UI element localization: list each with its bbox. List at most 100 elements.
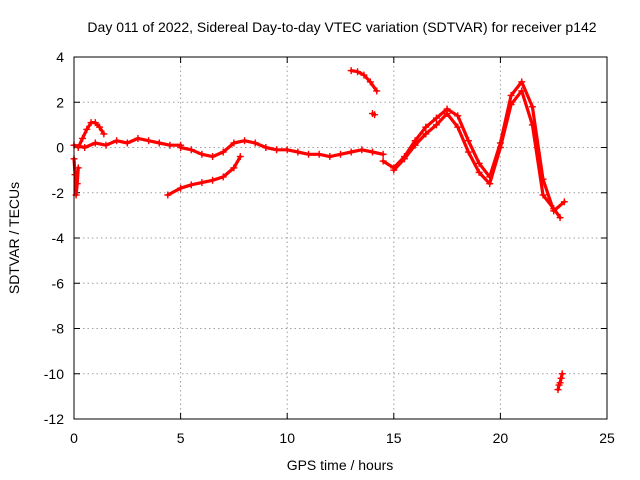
data-point bbox=[368, 148, 376, 156]
data-point bbox=[560, 198, 568, 206]
data-point bbox=[507, 91, 515, 99]
data-point bbox=[373, 87, 381, 95]
data-point bbox=[347, 67, 355, 75]
series-low-arc bbox=[164, 153, 244, 199]
data-point bbox=[432, 114, 440, 122]
data-point bbox=[155, 139, 163, 147]
data-point bbox=[177, 184, 185, 192]
data-point bbox=[315, 150, 323, 158]
data-point bbox=[550, 205, 558, 213]
data-point bbox=[236, 153, 244, 161]
data-point bbox=[283, 146, 291, 154]
axis-ticks: 0 5 10 15 20 25 -12 -10 -8 -6 -4 -2 0 2 4 bbox=[44, 49, 615, 446]
data-point bbox=[454, 123, 462, 131]
x-tick-label: 25 bbox=[599, 430, 615, 446]
series-early-baseline bbox=[70, 134, 185, 151]
data-point bbox=[390, 166, 398, 174]
data-point bbox=[400, 155, 408, 163]
x-tick-label: 0 bbox=[70, 430, 78, 446]
data-point bbox=[273, 146, 281, 154]
data-point bbox=[102, 141, 110, 149]
grid bbox=[74, 57, 607, 419]
data-point bbox=[539, 191, 547, 199]
data-point bbox=[556, 214, 564, 222]
data-point bbox=[379, 157, 387, 165]
data-point bbox=[326, 153, 334, 161]
data-point bbox=[187, 146, 195, 154]
data-point bbox=[145, 137, 153, 145]
data-point bbox=[294, 148, 302, 156]
data-point bbox=[422, 123, 430, 131]
y-axis-label: SDTVAR / TECUs bbox=[6, 182, 22, 294]
series-early-arc bbox=[74, 119, 108, 151]
data-point bbox=[518, 78, 526, 86]
data-point bbox=[432, 121, 440, 129]
series-high-fragment bbox=[368, 110, 379, 119]
series-trace bbox=[179, 139, 385, 159]
data-point bbox=[366, 78, 374, 86]
data-point bbox=[347, 148, 355, 156]
data-point bbox=[454, 112, 462, 120]
data-point bbox=[198, 179, 206, 187]
y-tick-label: -10 bbox=[44, 366, 64, 382]
series-trace bbox=[381, 80, 567, 213]
data-point bbox=[209, 176, 217, 184]
data-point bbox=[71, 171, 79, 179]
data-point bbox=[528, 121, 536, 129]
data-point bbox=[554, 386, 562, 394]
data-point bbox=[123, 139, 131, 147]
chart-title: Day 011 of 2022, Sidereal Day-to-day VTE… bbox=[87, 19, 596, 35]
data-point bbox=[83, 125, 91, 133]
data-point bbox=[475, 159, 483, 167]
data-point bbox=[91, 119, 99, 127]
data-point bbox=[528, 103, 536, 111]
data-point bbox=[74, 164, 82, 172]
data-point bbox=[464, 137, 472, 145]
data-point bbox=[96, 123, 104, 131]
series-afternoon-lower bbox=[390, 87, 564, 222]
data-point bbox=[557, 374, 565, 382]
y-tick-label: 2 bbox=[56, 94, 64, 110]
y-tick-label: 4 bbox=[56, 49, 64, 65]
data-point bbox=[219, 148, 227, 156]
data-point bbox=[81, 144, 89, 151]
y-tick-label: -6 bbox=[52, 275, 65, 291]
data-point bbox=[486, 180, 494, 188]
data-point bbox=[91, 139, 99, 147]
data-point bbox=[305, 150, 313, 158]
y-tick-label: -2 bbox=[52, 185, 65, 201]
data-point bbox=[379, 150, 387, 158]
data-point bbox=[496, 144, 504, 151]
data-point bbox=[337, 150, 344, 158]
series-trace bbox=[166, 155, 242, 197]
x-tick-label: 15 bbox=[386, 430, 402, 446]
series-start-spike-down bbox=[70, 155, 82, 199]
data-point bbox=[251, 139, 259, 147]
series-trace bbox=[392, 89, 562, 220]
data-point bbox=[411, 141, 419, 149]
data-point bbox=[230, 164, 238, 172]
data-point bbox=[164, 191, 172, 199]
y-tick-label: 0 bbox=[56, 140, 64, 156]
x-axis-label: GPS time / hours bbox=[287, 457, 394, 473]
data-point bbox=[422, 130, 430, 138]
data-point bbox=[230, 139, 238, 147]
data-point bbox=[262, 144, 270, 151]
data-point bbox=[177, 144, 185, 151]
x-tick-label: 20 bbox=[493, 430, 509, 446]
x-tick-label: 5 bbox=[177, 430, 185, 446]
data-point bbox=[358, 146, 366, 154]
data-point bbox=[464, 148, 472, 156]
data-point bbox=[518, 87, 526, 95]
data-series bbox=[70, 67, 568, 394]
data-point bbox=[360, 71, 368, 79]
data-point bbox=[558, 370, 566, 378]
data-point bbox=[475, 168, 483, 176]
series-high-arc bbox=[347, 67, 381, 95]
data-point bbox=[113, 137, 121, 145]
y-tick-label: -8 bbox=[52, 321, 65, 337]
data-point bbox=[79, 134, 87, 142]
data-point bbox=[166, 141, 174, 149]
data-point bbox=[100, 130, 108, 138]
